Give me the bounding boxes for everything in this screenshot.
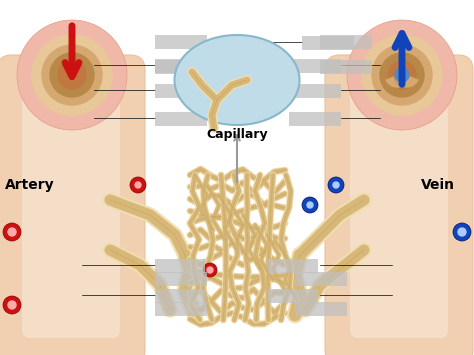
Bar	[155, 302, 207, 316]
Circle shape	[347, 20, 457, 130]
Wedge shape	[385, 75, 410, 88]
Circle shape	[207, 267, 213, 273]
Text: Capillary: Capillary	[206, 128, 268, 141]
Bar	[320, 60, 372, 74]
Bar	[155, 59, 207, 73]
Circle shape	[453, 223, 471, 241]
Circle shape	[50, 53, 94, 97]
Wedge shape	[394, 75, 419, 88]
Text: Vein: Vein	[421, 178, 455, 192]
Ellipse shape	[174, 35, 300, 125]
Circle shape	[458, 228, 466, 236]
Circle shape	[32, 35, 112, 115]
Circle shape	[388, 61, 416, 89]
Bar	[155, 84, 207, 98]
Bar	[155, 289, 205, 303]
Circle shape	[372, 45, 432, 105]
Circle shape	[302, 197, 318, 213]
Circle shape	[362, 35, 442, 115]
FancyBboxPatch shape	[350, 62, 448, 338]
Circle shape	[58, 61, 86, 89]
Bar	[268, 289, 318, 303]
Circle shape	[3, 223, 21, 241]
Bar	[289, 112, 341, 126]
Circle shape	[395, 68, 409, 82]
Bar	[155, 35, 207, 49]
Circle shape	[380, 53, 424, 97]
Bar	[295, 302, 347, 316]
Circle shape	[42, 45, 102, 105]
Circle shape	[307, 202, 313, 208]
Bar	[320, 35, 372, 49]
Circle shape	[333, 182, 339, 188]
Circle shape	[3, 296, 21, 314]
Bar	[295, 272, 347, 286]
FancyBboxPatch shape	[22, 62, 120, 338]
Circle shape	[135, 182, 141, 188]
Bar	[155, 272, 207, 286]
Bar	[268, 259, 318, 273]
Circle shape	[203, 263, 217, 277]
FancyBboxPatch shape	[325, 55, 473, 355]
Circle shape	[130, 177, 146, 193]
Bar	[155, 60, 207, 74]
Circle shape	[328, 177, 344, 193]
Circle shape	[17, 20, 127, 130]
Bar	[289, 59, 341, 73]
Circle shape	[8, 228, 16, 236]
FancyBboxPatch shape	[0, 55, 145, 355]
Bar	[289, 84, 341, 98]
Bar	[155, 259, 205, 273]
Bar	[155, 112, 207, 126]
Bar	[302, 36, 354, 50]
Circle shape	[8, 301, 16, 309]
Text: Artery: Artery	[5, 178, 55, 192]
